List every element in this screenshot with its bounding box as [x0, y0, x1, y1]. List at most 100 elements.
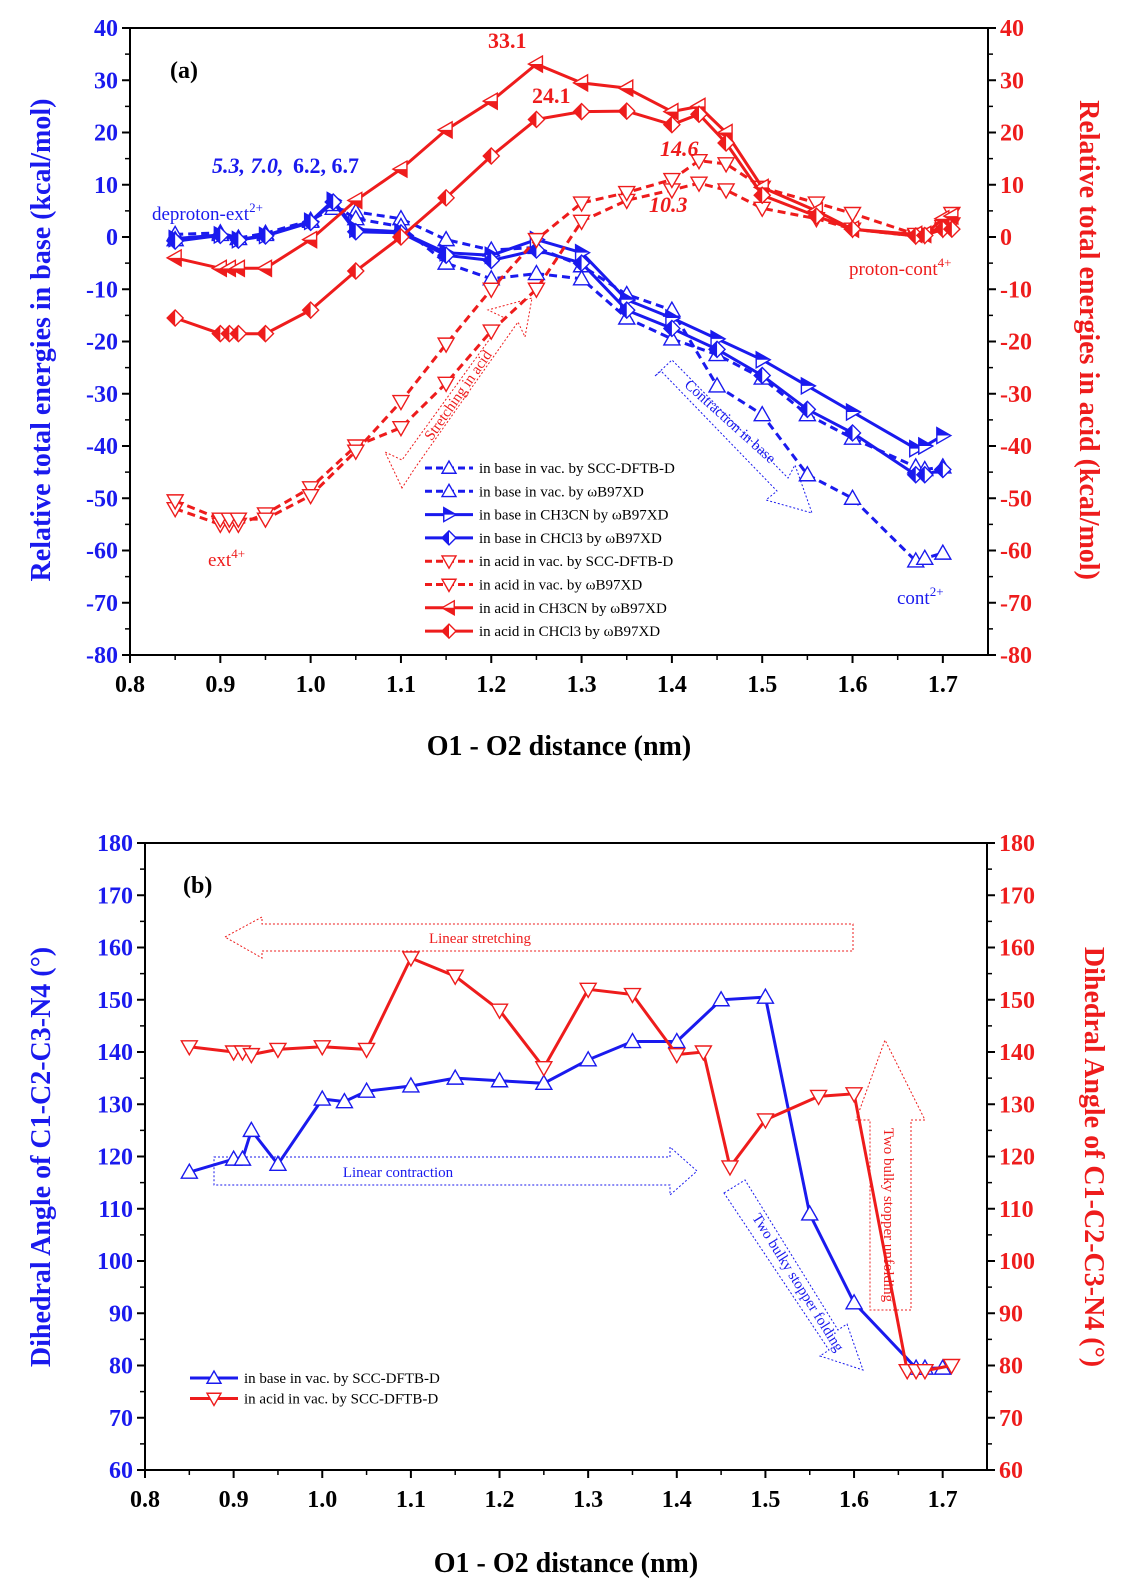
data-point [707, 376, 727, 393]
y-tick-label-right: 170 [999, 883, 1035, 909]
data-point [392, 169, 407, 178]
data-point [572, 214, 591, 231]
series-a-6 [165, 54, 959, 278]
y-tick-label-left: -70 [86, 591, 118, 617]
y-tick-label-left: 110 [98, 1197, 133, 1223]
y-tick-label-right: 130 [999, 1092, 1035, 1118]
data-point [346, 444, 365, 461]
data-point [918, 438, 933, 446]
y-tick-label-right: 180 [999, 831, 1035, 857]
y-tick-label-left: -40 [86, 434, 118, 460]
data-point [482, 282, 501, 299]
y-tick-label-right: -60 [1000, 539, 1032, 565]
x-tick-label: 1.5 [747, 672, 777, 698]
data-point [165, 494, 185, 511]
data-point [578, 1050, 598, 1067]
legend-a: in base in vac. by SCC-DFTB-D in base in … [425, 459, 675, 640]
data-point [907, 466, 916, 483]
x-tick-label: 1.2 [476, 672, 506, 698]
y-tick-label-right: -50 [1000, 486, 1032, 512]
legend-marker [442, 607, 455, 615]
data-point [221, 325, 230, 342]
data-point [438, 189, 447, 206]
data-point [257, 325, 266, 342]
y-tick-label-left: -60 [86, 539, 118, 565]
data-point [180, 1040, 199, 1057]
y-tick-label-left: 30 [94, 68, 118, 94]
legend-marker [442, 530, 449, 545]
y-tick-label-right: -30 [1000, 382, 1032, 408]
y-tick-label-right: 70 [999, 1406, 1023, 1432]
x-ticks-b: 0.8 0.9 1.0 1.1 1.2 1.3 1.4 1.5 1.6 1.7 [130, 1470, 958, 1513]
data-point [257, 227, 266, 244]
data-point [573, 103, 582, 120]
data-point [534, 1073, 554, 1091]
y-tick-label-left: -80 [86, 643, 118, 669]
contraction-in-base-label: Contraction in base [681, 377, 779, 467]
series-a-2 [168, 191, 953, 458]
data-point [843, 206, 862, 223]
data-point [662, 329, 682, 346]
data-point [167, 257, 182, 266]
y-tick-label-left: 90 [109, 1301, 133, 1327]
y-ticks-right-a: 40 30 20 10 0 -10 -20 -30 -40 -50 -60 -70 -80 [988, 16, 1032, 669]
data-point [620, 291, 635, 300]
data-point [844, 1087, 864, 1104]
data-point [528, 242, 537, 259]
acid-peak-label-2: 24.1 [532, 83, 571, 108]
legend-label: in base in CHCl3 by ωB97XD [479, 531, 662, 547]
y-tick-label-right: 40 [1000, 16, 1024, 42]
x-tick-label: 0.8 [130, 1487, 160, 1513]
series-line [174, 109, 952, 336]
contraction-in-base-arrow: Contraction in base [654, 359, 813, 514]
data-point [485, 247, 500, 256]
series-line [174, 159, 954, 521]
legend-label: in acid in vac. by ωB97XD [479, 578, 642, 594]
stopper-folding-label: Two bulky stopper folding [748, 1211, 846, 1355]
data-point [716, 157, 736, 174]
data-point [617, 185, 636, 202]
x-tick-label: 1.5 [750, 1487, 780, 1513]
x-tick-label: 0.9 [205, 672, 235, 698]
y-tick-label-right: 90 [999, 1301, 1023, 1327]
y-tick-label-right: 20 [1000, 121, 1024, 147]
data-point [534, 1060, 554, 1078]
data-point [180, 1162, 199, 1179]
series-line [188, 995, 943, 1370]
data-point [347, 262, 356, 279]
panel-a-energy-chart: 0.8 0.9 1.0 1.1 1.2 1.3 1.4 1.5 1.6 1.7 40 30 20 10 0… [26, 16, 1104, 762]
data-point [690, 106, 699, 123]
y-tick-label-left: 100 [97, 1249, 133, 1275]
y-tick-label-left: -10 [86, 277, 118, 303]
linear-stretching-arrow: Linear stretching [223, 916, 854, 959]
legend-label: in acid in CHCl3 by ωB97XD [479, 624, 660, 640]
data-point [943, 216, 958, 225]
stopper-unfolding-label: Two bulky stopper unfolding [880, 1128, 896, 1303]
data-point [483, 252, 492, 269]
data-point [942, 1358, 961, 1375]
proton-cont-text: proton-cont [849, 259, 938, 280]
data-point [709, 341, 718, 358]
data-point [753, 405, 772, 422]
legend-label: in acid in vac. by SCC-DFTB-D [479, 554, 673, 570]
data-point [756, 987, 775, 1004]
data-point [618, 103, 627, 120]
y-tick-label-right: 160 [999, 936, 1035, 962]
y-tick-label-left: 180 [97, 831, 133, 857]
data-point [233, 1149, 252, 1166]
data-point [357, 1081, 376, 1098]
panel-label-a: (a) [170, 58, 198, 84]
data-point [689, 154, 709, 171]
acid-peak-label-4: 10.3 [649, 192, 688, 217]
data-point [663, 320, 672, 337]
x-tick-label: 1.1 [386, 672, 416, 698]
linear-stretching-label: Linear stretching [429, 931, 532, 947]
base-peak-values-italic: 5.3, 7.0, [212, 153, 284, 178]
data-point [915, 1364, 935, 1381]
data-point [572, 269, 591, 286]
data-point [325, 193, 334, 210]
data-point [482, 324, 501, 341]
data-point [754, 367, 763, 384]
data-point [718, 134, 727, 151]
data-point [916, 466, 925, 483]
